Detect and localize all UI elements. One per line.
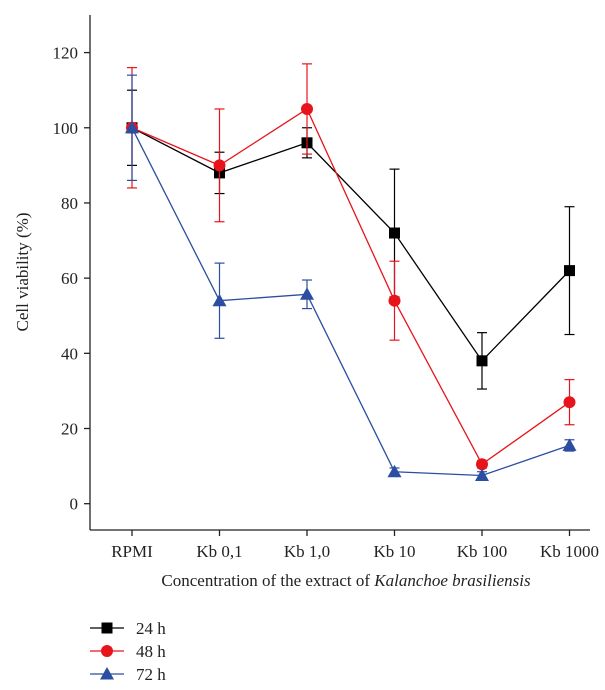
x-tick-label-kb-0-1: Kb 0,1 (196, 542, 242, 561)
point-72-h-2 (300, 287, 314, 300)
axes: 0 20 40 60 80 100 120 RPMI Kb 0,1 Kb 1,0 Kb 10 Kb 1… (53, 15, 599, 561)
point-48-h-3 (388, 294, 401, 307)
y-tick-label-80: 80 (61, 194, 78, 213)
y-tick-label-120: 120 (53, 44, 79, 63)
point-48-h-4 (476, 458, 488, 471)
x-tick-label-rpmi: RPMI (111, 542, 153, 561)
point-48-h-2 (301, 102, 313, 115)
y-tick-label-0: 0 (70, 495, 79, 514)
legend-marker-24h (90, 622, 124, 634)
point-24-h-5 (564, 265, 575, 277)
y-tick-label-40: 40 (61, 344, 78, 363)
legend-label-24h: 24 h (136, 619, 166, 638)
y-tick-label-20: 20 (61, 420, 78, 439)
legend-item-24h: 24 h (88, 617, 288, 640)
chart: 0 20 40 60 80 100 120 RPMI Kb 0,1 Kb 1,0 Kb 10 Kb 1… (13, 15, 599, 590)
legend: 24 h 48 h 72 h (88, 617, 288, 686)
legend-symbol-48-h (101, 645, 113, 657)
series-48-h (126, 63, 576, 471)
point-72-h-5 (562, 438, 577, 451)
x-tick-label-kb-1-0: Kb 1,0 (284, 542, 330, 561)
series-line-48-h (131, 108, 570, 466)
x-tick-label-kb-1000: Kb 1000 (540, 542, 599, 561)
point-24-h-3 (389, 227, 400, 239)
y-tick-label-100: 100 (53, 119, 79, 138)
legend-label-48h: 48 h (136, 642, 166, 661)
point-72-h-0 (125, 120, 139, 134)
y-tick-label-60: 60 (61, 269, 78, 288)
x-axis-label: Concentration of the extract of Kalancho… (161, 571, 531, 590)
x-tick-label-kb-10: Kb 10 (373, 542, 415, 561)
point-72-h-3 (387, 464, 402, 478)
legend-symbol-72-h (100, 667, 114, 680)
point-72-h-4 (475, 468, 489, 481)
point-48-h-5 (563, 396, 576, 409)
series-layer (125, 63, 577, 481)
x-axis-label-italic: Kalanchoe brasiliensis (373, 571, 531, 590)
legend-symbol-24-h (101, 622, 113, 634)
series-24-h (126, 89, 575, 390)
point-48-h-1 (213, 159, 226, 172)
series-72-h (125, 74, 577, 481)
point-24-h-4 (476, 355, 488, 367)
x-axis-label-text: Concentration of the extract of (161, 571, 374, 590)
series-line-24-h (131, 127, 570, 362)
series-line-72-h (131, 127, 570, 477)
y-axis-label: Cell viability (%) (13, 213, 32, 332)
legend-marker-72h (90, 667, 124, 680)
legend-marker-48h (90, 645, 124, 657)
point-72-h-1 (212, 293, 227, 307)
legend-label-72h: 72 h (136, 665, 166, 684)
x-tick-label-kb-100: Kb 100 (457, 542, 508, 561)
legend-item-72h: 72 h (88, 663, 288, 686)
legend-item-48h: 48 h (88, 640, 288, 663)
